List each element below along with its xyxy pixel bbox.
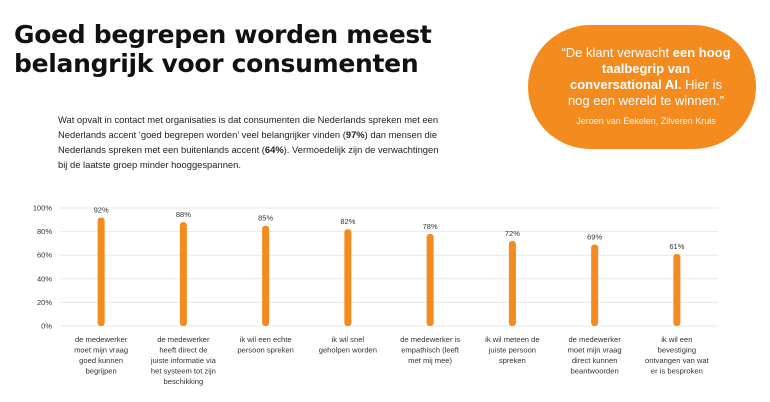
bar bbox=[426, 233, 434, 326]
quote-text-end: Hier is nog een wereld te winnen.” bbox=[567, 77, 725, 108]
page-title-line-2: belangrijk voor consumenten bbox=[14, 49, 419, 78]
y-tick-label: 60% bbox=[37, 251, 52, 260]
chart-bars bbox=[97, 217, 681, 326]
intro-pct-dutch-accent: 97% bbox=[345, 129, 365, 140]
page-title-line-1: Goed begrepen worden meest bbox=[14, 20, 432, 49]
bar bbox=[344, 229, 352, 326]
intro-paragraph: Wat opvalt in contact met organisaties i… bbox=[58, 112, 443, 172]
y-tick-label: 100% bbox=[33, 204, 53, 213]
category-label: ik wil een bevestiging ontvangen van wat er… bbox=[645, 335, 710, 376]
intro-text-1: Wat opvalt in contact met organisaties i… bbox=[58, 114, 439, 140]
y-tick-label: 40% bbox=[37, 274, 52, 283]
bar-value-label: 82% bbox=[340, 217, 355, 226]
bar-value-label: 69% bbox=[587, 233, 602, 242]
y-axis-tick-labels: 0% 20% 40% 60% 80% 100% bbox=[33, 204, 53, 331]
bar bbox=[591, 244, 599, 326]
chart-value-labels: 92% 88% 85% 82% 78% 72% 69% 61% bbox=[94, 205, 685, 251]
category-label: ik wil een echte persoon spreken bbox=[237, 335, 294, 355]
y-tick-label: 80% bbox=[37, 227, 52, 236]
quote-text-bold: een hoog taalbegrip van conversational A… bbox=[570, 45, 731, 92]
category-label: de medewerker moet mijn vraag goed kunnen b… bbox=[74, 335, 128, 376]
category-label: de medewerker heeft direct de juiste infor… bbox=[150, 335, 217, 386]
bar-value-label: 92% bbox=[94, 205, 109, 214]
quote-bubble: “De klant verwacht een hoog taalbegrip v… bbox=[528, 25, 756, 149]
intro-text-2: ) dan mensen die Nederlands spreken met … bbox=[58, 129, 438, 155]
bar bbox=[673, 254, 681, 326]
bar bbox=[508, 241, 516, 326]
intro-text-3: ). Vermoedelijk zijn de verwachtingen bi… bbox=[58, 144, 439, 170]
bar-value-label: 78% bbox=[423, 222, 438, 231]
bar bbox=[179, 222, 187, 326]
bar-value-label: 61% bbox=[669, 242, 684, 251]
chart-gridlines bbox=[60, 207, 718, 327]
quote-text: “De klant verwacht een hoog taalbegrip v… bbox=[558, 45, 734, 109]
category-label: ik wil meteen de juiste persoon spreken bbox=[485, 335, 539, 365]
bar bbox=[97, 217, 105, 326]
y-tick-label: 20% bbox=[37, 298, 52, 307]
category-label: ik wil snel geholpen worden bbox=[319, 335, 377, 355]
page-title: Goed begrepen worden meest belangrijk vo… bbox=[14, 20, 434, 78]
category-label: de medewerker is empathisch (leeft met mij… bbox=[400, 335, 460, 365]
quote-text-start: “De klant verwacht bbox=[561, 45, 673, 60]
bar-value-label: 85% bbox=[258, 214, 273, 223]
x-axis-category-labels: de medewerker moet mijn vraag goed kunnen b… bbox=[74, 335, 710, 386]
y-tick-label: 0% bbox=[41, 322, 52, 331]
bar-chart: 0% 20% 40% 60% 80% 100% 92% 88% 85% 82% 78% 72% 69%… bbox=[33, 204, 718, 386]
bar bbox=[262, 225, 270, 326]
intro-pct-foreign-accent: 64% bbox=[264, 144, 284, 155]
category-label: de medewerker moet mijn vraag direct kunne… bbox=[568, 335, 622, 376]
bar-value-label: 88% bbox=[176, 210, 191, 219]
bar-value-label: 72% bbox=[505, 229, 520, 238]
quote-author: Jeroen van Eekelen, Zilveren Kruis bbox=[576, 116, 716, 126]
